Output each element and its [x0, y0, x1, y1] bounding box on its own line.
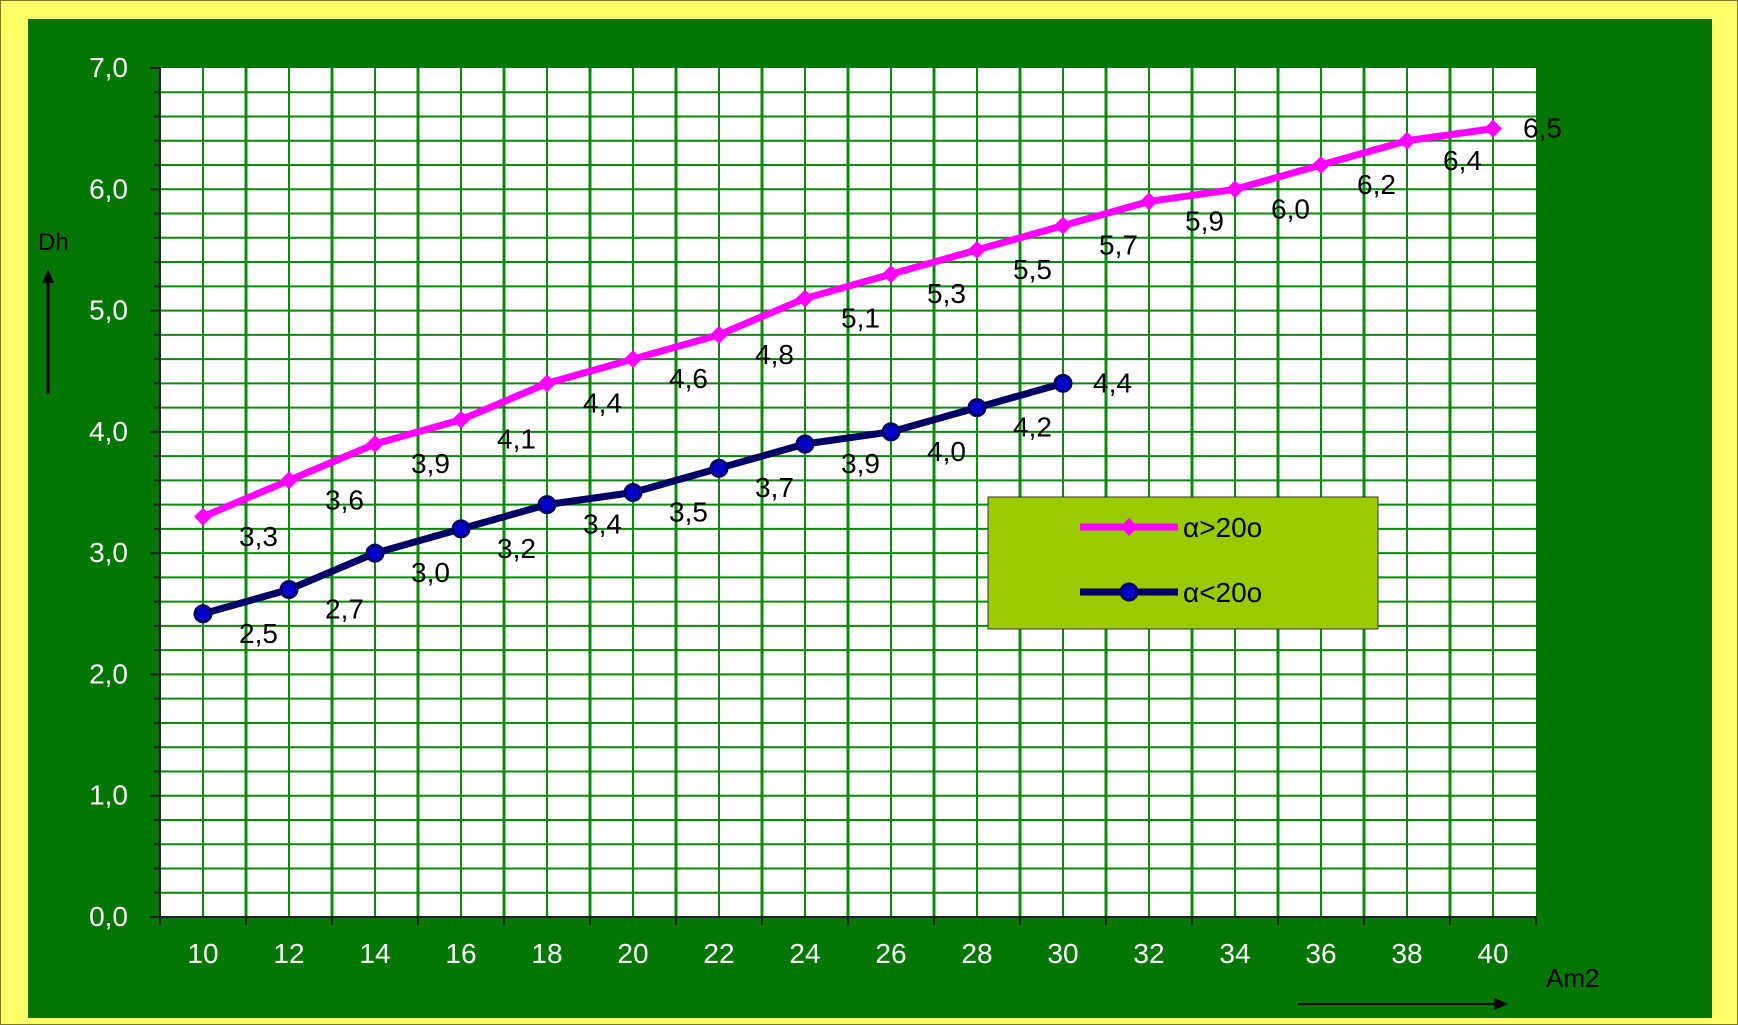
series-1-point [710, 325, 728, 344]
series-1-point [280, 471, 298, 490]
data-label: 4,6 [669, 363, 708, 394]
data-label: 3,6 [325, 484, 364, 515]
line-chart: 0,0 1,0 2,0 3,0 4,0 5,0 6,0 7,0 10 12 14 16 18 20 22 24… [38, 52, 1599, 1010]
data-label: 4,0 [927, 436, 966, 467]
y-tick-label: 0,0 [89, 901, 128, 932]
legend-marker [1119, 582, 1139, 602]
x-axis-title: Am2 [1546, 963, 1599, 993]
series-1-point [1054, 216, 1072, 235]
series-line-1 [201, 125, 1494, 520]
series-1-point [538, 374, 556, 393]
series-1-point [1140, 192, 1158, 211]
data-label: 3,5 [669, 497, 708, 528]
data-label: 6,2 [1357, 169, 1396, 200]
x-tick-label: 40 [1477, 938, 1508, 969]
series-1-point [796, 289, 814, 308]
data-label: 6,5 [1523, 113, 1562, 144]
y-axis-title: Dh [38, 229, 69, 256]
x-tick-label: 18 [531, 938, 562, 969]
data-label: 5,3 [927, 278, 966, 309]
x-tick-label: 32 [1133, 938, 1164, 969]
series-2-point [279, 580, 299, 600]
data-label: 4,2 [1013, 412, 1052, 443]
series-2-point [537, 495, 557, 515]
data-label: 5,1 [841, 302, 880, 333]
series-1-point [452, 410, 470, 429]
data-label: 3,2 [497, 533, 536, 564]
data-label: 4,4 [583, 387, 622, 418]
series-2-point [365, 543, 385, 563]
y-tick-label: 5,0 [89, 295, 128, 326]
x-tick-label: 38 [1391, 938, 1422, 969]
x-tick-label: 20 [617, 938, 648, 969]
x-tick-label: 34 [1219, 938, 1250, 969]
y-axis-arrow-head [42, 269, 54, 283]
y-tick-label: 1,0 [89, 780, 128, 811]
series-1-point [194, 507, 212, 526]
x-tick-label: 16 [445, 938, 476, 969]
chart-panel: 0,0 1,0 2,0 3,0 4,0 5,0 6,0 7,0 10 12 14 16 18 20 22 24… [28, 19, 1712, 1018]
x-tick-label: 10 [187, 938, 218, 969]
data-label: 6,4 [1443, 145, 1482, 176]
series-2-point [795, 434, 815, 454]
series-1-point [624, 350, 642, 369]
data-label: 4,1 [497, 424, 536, 455]
legend-label: α>20o [1183, 512, 1262, 543]
x-axis-arrow-head [1494, 998, 1508, 1010]
y-tick-label: 4,0 [89, 416, 128, 447]
series-1-point [1484, 119, 1502, 138]
series-2-point [451, 519, 471, 539]
series-1-point [366, 434, 384, 453]
legend-box [987, 496, 1379, 630]
x-tick-label: 28 [961, 938, 992, 969]
data-label: 3,9 [411, 448, 450, 479]
series-1-point [882, 265, 900, 284]
x-tick-label: 14 [359, 938, 390, 969]
x-tick-label: 22 [703, 938, 734, 969]
data-label: 3,9 [841, 448, 880, 479]
x-tick-label: 36 [1305, 938, 1336, 969]
series-1-point [1398, 131, 1416, 150]
y-tick-label: 3,0 [89, 537, 128, 568]
y-tick-label: 6,0 [89, 173, 128, 204]
y-tick-label: 2,0 [89, 658, 128, 689]
series-2-point [193, 604, 213, 624]
data-label: 5,7 [1099, 230, 1138, 261]
data-label: 5,9 [1185, 205, 1224, 236]
x-tick-label: 24 [789, 938, 820, 969]
data-label: 6,0 [1271, 193, 1310, 224]
data-label: 2,7 [325, 594, 364, 625]
series-2-point [967, 398, 987, 418]
series-2-point [709, 458, 729, 478]
series-2-point [623, 483, 643, 502]
series-1-point [1226, 180, 1244, 199]
series-2-point [1053, 373, 1073, 393]
legend-marker [1120, 518, 1138, 536]
data-label: 3,7 [755, 472, 794, 503]
data-label: 3,0 [411, 557, 450, 588]
data-label: 5,5 [1013, 254, 1052, 285]
series-1-point [968, 240, 986, 259]
x-tick-label: 26 [875, 938, 906, 969]
y-tick-label: 7,0 [89, 52, 128, 83]
x-tick-label: 30 [1047, 938, 1078, 969]
data-label: 2,5 [239, 618, 278, 649]
data-label: 4,4 [1093, 367, 1132, 398]
legend-label: α<20o [1183, 577, 1262, 608]
series-1-point [1312, 156, 1330, 175]
data-label: 3,3 [239, 521, 278, 552]
x-tick-label: 12 [273, 938, 304, 969]
series-2-point [881, 422, 901, 442]
data-label: 4,8 [755, 339, 794, 370]
data-label: 3,4 [583, 509, 622, 540]
